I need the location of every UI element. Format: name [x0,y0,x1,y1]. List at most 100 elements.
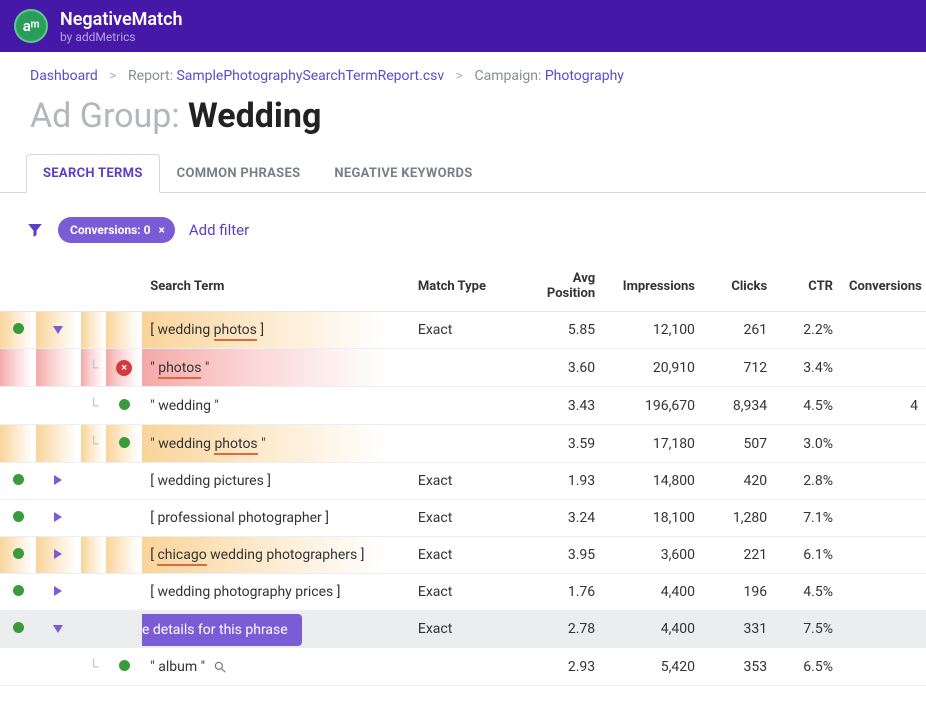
breadcrumb-report-link[interactable]: SamplePhotographySearchTermReport.csv [176,68,444,84]
tab-negative-keywords[interactable]: NEGATIVE KEYWORDS [317,154,489,193]
brand-subtitle: by addMetrics [60,30,183,44]
chevron-down-icon[interactable] [53,625,63,633]
breadcrumb-report-label: Report: [128,68,173,84]
cell-ctr: 4.5% [775,387,841,425]
cell-search-term[interactable]: " wedding photos " [142,425,410,463]
table-header-row: Search Term Match Type Avg Position Impr… [0,261,926,312]
status-dot-icon [119,399,130,410]
breadcrumb-dashboard[interactable]: Dashboard [30,68,98,84]
cell-avg-position: 2.78 [520,611,603,648]
page-title-value: Wedding [188,96,321,136]
cell-search-term[interactable]: [ wedding pictures ] [142,463,410,500]
cell-search-term[interactable]: " wedding " [142,387,410,425]
cell-ctr: 2.8% [775,463,841,500]
col-header-pos[interactable]: Avg Position [520,261,603,312]
cell-match-type [410,387,520,425]
cell-impressions: 18,100 [603,500,703,537]
cell-search-term[interactable]: [ wedding photography prices ] [142,574,410,611]
cell-search-term[interactable]: [ chicago wedding photographers ] [142,537,410,574]
app-header: aᵐ NegativeMatch by addMetrics [0,0,926,52]
table-row-parent[interactable]: See details for this phraseExact2.784,40… [0,611,926,648]
cell-match-type [410,648,520,686]
tab-search-terms[interactable]: SEARCH TERMS [26,154,160,193]
cell-match-type: Exact [410,611,520,648]
brand-title: NegativeMatch [60,9,183,30]
status-dot-icon [119,660,130,671]
table-row-child[interactable]: └" wedding photos "3.5917,1805073.0% [0,425,926,463]
cell-search-term[interactable]: See details for this phrase [142,611,410,648]
table-row-child[interactable]: └" wedding "3.43196,6708,9344.5%4 [0,387,926,425]
table-row-parent[interactable]: [ wedding photos ]Exact5.8512,1002612.2% [0,312,926,349]
cell-clicks: 221 [703,537,775,574]
cell-clicks: 712 [703,349,775,387]
cell-ctr: 7.5% [775,611,841,648]
cell-avg-position: 1.93 [520,463,603,500]
cell-avg-position: 5.85 [520,312,603,349]
cell-conversions [841,611,926,648]
table-row-child[interactable]: └×" photos "3.6020,9107123.4% [0,349,926,387]
chevron-right-icon[interactable] [54,512,62,522]
status-dot-icon [13,474,24,485]
cell-ctr: 4.5% [775,574,841,611]
table-row-parent[interactable]: [ wedding pictures ]Exact1.9314,8004202.… [0,463,926,500]
cell-conversions [841,537,926,574]
cell-avg-position: 2.93 [520,648,603,686]
cell-conversions [841,349,926,387]
cell-conversions: 4 [841,387,926,425]
chevron-right-icon[interactable] [54,586,62,596]
search-icon[interactable] [213,660,227,674]
chevron-right-icon[interactable] [54,549,62,559]
cell-ctr: 6.1% [775,537,841,574]
status-removed-icon[interactable]: × [116,360,132,376]
cell-clicks: 261 [703,312,775,349]
filter-chip-conversions[interactable]: Conversions: 0 × [58,217,175,243]
cell-ctr: 3.4% [775,349,841,387]
cell-conversions [841,312,926,349]
cell-ctr: 6.5% [775,648,841,686]
tabs: SEARCH TERMS COMMON PHRASES NEGATIVE KEY… [0,154,926,193]
cell-avg-position: 3.43 [520,387,603,425]
col-header-conv[interactable]: Conversions [841,261,926,312]
chevron-down-icon[interactable] [53,326,63,334]
page-title-prefix: Ad Group: [30,96,180,136]
table-row-child[interactable]: └" album " 2.935,4203536.5% [0,648,926,686]
cell-search-term[interactable]: " photos " [142,349,410,387]
table-row-parent[interactable]: [ chicago wedding photographers ]Exact3.… [0,537,926,574]
status-dot-icon [13,511,24,522]
close-icon[interactable]: × [158,223,164,237]
cell-ctr: 7.1% [775,500,841,537]
cell-clicks: 1,280 [703,500,775,537]
phrase-detail-tooltip: See details for this phrase [142,614,301,646]
breadcrumb-campaign-label: Campaign: [474,68,541,84]
cell-search-term[interactable]: [ professional photographer ] [142,500,410,537]
cell-ctr: 2.2% [775,312,841,349]
tree-branch-icon: └ [89,398,99,414]
filter-icon[interactable] [26,221,44,239]
add-filter-button[interactable]: Add filter [189,221,249,239]
logo-badge: aᵐ [14,9,48,43]
cell-clicks: 196 [703,574,775,611]
col-header-ctr[interactable]: CTR [775,261,841,312]
cell-match-type [410,425,520,463]
cell-conversions [841,463,926,500]
tree-branch-icon: └ [89,659,99,675]
table-row-parent[interactable]: [ professional photographer ]Exact3.2418… [0,500,926,537]
chevron-right-icon[interactable] [54,475,62,485]
col-header-clicks[interactable]: Clicks [703,261,775,312]
cell-match-type: Exact [410,500,520,537]
breadcrumb-campaign-link[interactable]: Photography [545,68,624,84]
breadcrumb-sep-icon: > [109,68,116,84]
table-row-parent[interactable]: [ wedding photography prices ]Exact1.764… [0,574,926,611]
col-header-term[interactable]: Search Term [142,261,410,312]
breadcrumb: Dashboard > Report: SamplePhotographySea… [0,52,926,96]
cell-avg-position: 1.76 [520,574,603,611]
cell-match-type: Exact [410,463,520,500]
cell-conversions [841,574,926,611]
col-header-match[interactable]: Match Type [410,261,520,312]
cell-search-term[interactable]: [ wedding photos ] [142,312,410,349]
col-header-imp[interactable]: Impressions [603,261,703,312]
cell-avg-position: 3.59 [520,425,603,463]
cell-search-term[interactable]: " album " [142,648,410,686]
status-dot-icon [119,437,130,448]
tab-common-phrases[interactable]: COMMON PHRASES [160,154,318,193]
